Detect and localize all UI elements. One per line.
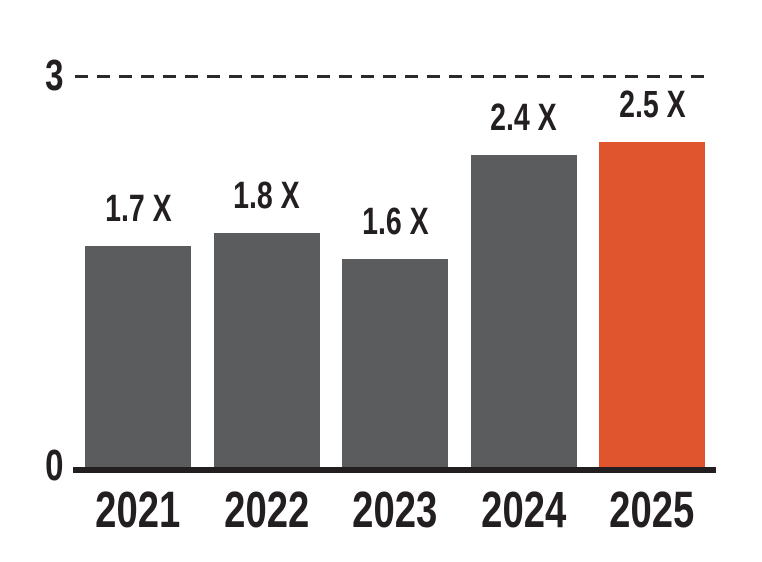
y-axis-tick-label-top: 3 xyxy=(0,54,63,98)
bar-2023 xyxy=(342,259,448,468)
bar-value-label-2024: 2.4 X xyxy=(431,98,617,138)
x-tick-text-2023: 2023 xyxy=(352,481,438,538)
x-axis-line xyxy=(73,467,716,473)
bar-value-label-2025: 2.5 X xyxy=(559,85,745,125)
bar-value-text-2024: 2.4 X xyxy=(490,96,557,139)
x-tick-label-2022: 2022 xyxy=(174,484,360,536)
x-tick-label-2024: 2024 xyxy=(431,484,617,536)
x-tick-text-2024: 2024 xyxy=(480,481,567,538)
bar-2024 xyxy=(470,154,577,468)
bar-value-text-2021: 1.7 X xyxy=(104,188,172,231)
bar-value-label-2022: 1.8 X xyxy=(174,176,360,216)
x-tick-label-2025: 2025 xyxy=(559,484,745,536)
bar-2022 xyxy=(213,233,320,468)
x-tick-text-2021: 2021 xyxy=(95,481,181,538)
bar-2021 xyxy=(85,246,191,468)
x-tick-label-2023: 2023 xyxy=(302,484,488,536)
y-axis-tick-label-top-text: 3 xyxy=(44,51,63,100)
bar-value-label-2021: 1.7 X xyxy=(45,189,231,229)
bar-value-text-2025: 2.5 X xyxy=(618,83,686,126)
bar-value-label-2023: 1.6 X xyxy=(302,202,488,242)
bar-2025 xyxy=(599,141,705,468)
x-tick-label-2021: 2021 xyxy=(45,484,231,536)
x-tick-text-2022: 2022 xyxy=(223,481,310,538)
dashed-gridline xyxy=(75,75,705,78)
x-tick-text-2025: 2025 xyxy=(609,481,695,538)
y-axis-tick-label-bottom: 0 xyxy=(0,444,63,488)
y-axis-tick-label-bottom-text: 0 xyxy=(44,441,63,490)
bar-value-text-2022: 1.8 X xyxy=(233,175,300,218)
bar-value-text-2023: 1.6 X xyxy=(361,201,429,244)
